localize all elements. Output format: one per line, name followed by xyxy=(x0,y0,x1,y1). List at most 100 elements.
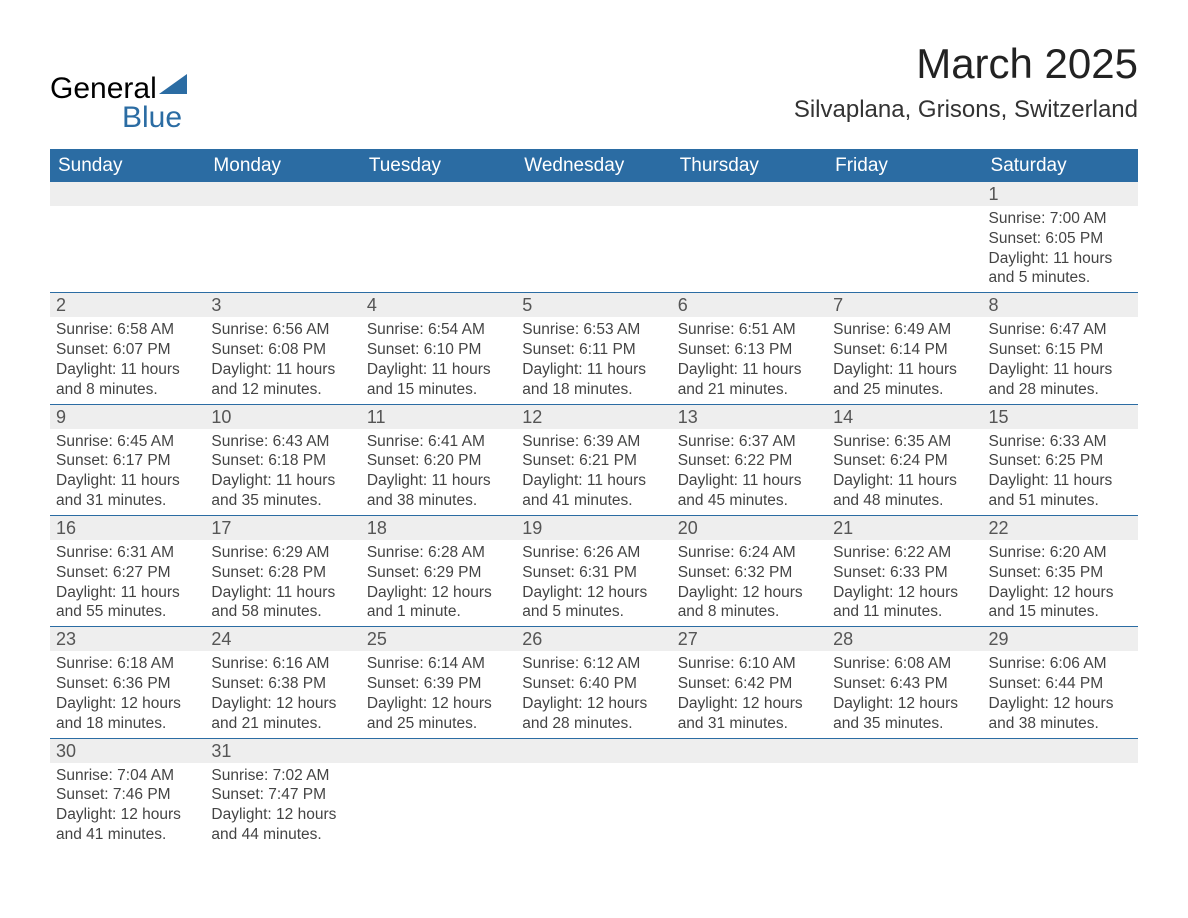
day-data-cell: Sunrise: 6:18 AMSunset: 6:36 PMDaylight:… xyxy=(50,651,205,738)
sunrise-text: Sunrise: 6:49 AM xyxy=(833,320,976,340)
day-number-cell: 16 xyxy=(50,515,205,540)
weekday-header: Wednesday xyxy=(516,149,671,182)
sunrise-text: Sunrise: 6:43 AM xyxy=(211,432,354,452)
sunset-text: Sunset: 6:31 PM xyxy=(522,563,665,583)
day-data-cell: Sunrise: 6:12 AMSunset: 6:40 PMDaylight:… xyxy=(516,651,671,738)
daylight-text: Daylight: 11 hours and 8 minutes. xyxy=(56,360,199,400)
daylight-text: Daylight: 11 hours and 31 minutes. xyxy=(56,471,199,511)
day-number-row: 3031 xyxy=(50,738,1138,763)
sunset-text: Sunset: 6:27 PM xyxy=(56,563,199,583)
month-title: March 2025 xyxy=(794,40,1138,88)
sunrise-text: Sunrise: 6:16 AM xyxy=(211,654,354,674)
day-number-row: 1 xyxy=(50,182,1138,206)
day-number-cell: 11 xyxy=(361,404,516,429)
sunrise-text: Sunrise: 6:58 AM xyxy=(56,320,199,340)
weekday-header: Friday xyxy=(827,149,982,182)
day-number-cell xyxy=(205,182,360,206)
sunrise-text: Sunrise: 7:00 AM xyxy=(989,209,1132,229)
sunset-text: Sunset: 6:20 PM xyxy=(367,451,510,471)
sunset-text: Sunset: 6:21 PM xyxy=(522,451,665,471)
day-number-cell: 7 xyxy=(827,293,982,318)
day-data-cell: Sunrise: 6:20 AMSunset: 6:35 PMDaylight:… xyxy=(983,540,1138,627)
day-number-cell: 4 xyxy=(361,293,516,318)
daylight-text: Daylight: 11 hours and 58 minutes. xyxy=(211,583,354,623)
day-data-cell: Sunrise: 6:47 AMSunset: 6:15 PMDaylight:… xyxy=(983,317,1138,404)
day-number-cell: 29 xyxy=(983,627,1138,652)
day-number-cell: 30 xyxy=(50,738,205,763)
daylight-text: Daylight: 11 hours and 5 minutes. xyxy=(989,249,1132,289)
day-data-cell: Sunrise: 6:22 AMSunset: 6:33 PMDaylight:… xyxy=(827,540,982,627)
sunrise-text: Sunrise: 6:35 AM xyxy=(833,432,976,452)
day-number-cell: 20 xyxy=(672,515,827,540)
day-number-cell: 14 xyxy=(827,404,982,429)
day-number-cell: 26 xyxy=(516,627,671,652)
sunrise-text: Sunrise: 6:10 AM xyxy=(678,654,821,674)
day-number-cell xyxy=(361,738,516,763)
sunset-text: Sunset: 6:40 PM xyxy=(522,674,665,694)
sunrise-text: Sunrise: 6:54 AM xyxy=(367,320,510,340)
day-data-cell: Sunrise: 6:37 AMSunset: 6:22 PMDaylight:… xyxy=(672,429,827,516)
day-number-cell: 28 xyxy=(827,627,982,652)
sunrise-text: Sunrise: 6:39 AM xyxy=(522,432,665,452)
day-data-cell: Sunrise: 6:31 AMSunset: 6:27 PMDaylight:… xyxy=(50,540,205,627)
day-data-cell: Sunrise: 6:39 AMSunset: 6:21 PMDaylight:… xyxy=(516,429,671,516)
day-data-cell: Sunrise: 6:58 AMSunset: 6:07 PMDaylight:… xyxy=(50,317,205,404)
daylight-text: Daylight: 12 hours and 18 minutes. xyxy=(56,694,199,734)
sunrise-text: Sunrise: 6:51 AM xyxy=(678,320,821,340)
daylight-text: Daylight: 12 hours and 28 minutes. xyxy=(522,694,665,734)
day-data-cell: Sunrise: 7:00 AMSunset: 6:05 PMDaylight:… xyxy=(983,206,1138,293)
day-number-row: 9101112131415 xyxy=(50,404,1138,429)
day-number-row: 23242526272829 xyxy=(50,627,1138,652)
day-data-cell: Sunrise: 6:51 AMSunset: 6:13 PMDaylight:… xyxy=(672,317,827,404)
day-number-cell: 5 xyxy=(516,293,671,318)
day-data-cell: Sunrise: 7:04 AMSunset: 7:46 PMDaylight:… xyxy=(50,763,205,849)
daylight-text: Daylight: 12 hours and 38 minutes. xyxy=(989,694,1132,734)
day-data-cell xyxy=(361,206,516,293)
day-data-cell: Sunrise: 6:41 AMSunset: 6:20 PMDaylight:… xyxy=(361,429,516,516)
logo: General Blue xyxy=(50,70,187,131)
weekday-header: Saturday xyxy=(983,149,1138,182)
sunset-text: Sunset: 6:13 PM xyxy=(678,340,821,360)
daylight-text: Daylight: 12 hours and 44 minutes. xyxy=(211,805,354,845)
daylight-text: Daylight: 11 hours and 41 minutes. xyxy=(522,471,665,511)
day-data-cell: Sunrise: 6:35 AMSunset: 6:24 PMDaylight:… xyxy=(827,429,982,516)
calendar-table: SundayMondayTuesdayWednesdayThursdayFrid… xyxy=(50,149,1138,849)
sunrise-text: Sunrise: 7:04 AM xyxy=(56,766,199,786)
day-data-cell xyxy=(516,763,671,849)
day-data-cell: Sunrise: 6:28 AMSunset: 6:29 PMDaylight:… xyxy=(361,540,516,627)
sunset-text: Sunset: 6:44 PM xyxy=(989,674,1132,694)
day-data-cell: Sunrise: 6:14 AMSunset: 6:39 PMDaylight:… xyxy=(361,651,516,738)
day-number-cell: 19 xyxy=(516,515,671,540)
sunrise-text: Sunrise: 6:24 AM xyxy=(678,543,821,563)
day-number-cell xyxy=(516,182,671,206)
daylight-text: Daylight: 11 hours and 55 minutes. xyxy=(56,583,199,623)
header: General Blue March 2025 Silvaplana, Gris… xyxy=(50,40,1138,131)
sunset-text: Sunset: 6:05 PM xyxy=(989,229,1132,249)
sunset-text: Sunset: 6:39 PM xyxy=(367,674,510,694)
daylight-text: Daylight: 11 hours and 48 minutes. xyxy=(833,471,976,511)
sunset-text: Sunset: 6:11 PM xyxy=(522,340,665,360)
daylight-text: Daylight: 12 hours and 15 minutes. xyxy=(989,583,1132,623)
day-number-cell: 6 xyxy=(672,293,827,318)
logo-top-row: General xyxy=(50,70,187,104)
day-number-row: 2345678 xyxy=(50,293,1138,318)
day-data-cell: Sunrise: 6:49 AMSunset: 6:14 PMDaylight:… xyxy=(827,317,982,404)
day-data-cell: Sunrise: 6:43 AMSunset: 6:18 PMDaylight:… xyxy=(205,429,360,516)
day-data-row: Sunrise: 6:45 AMSunset: 6:17 PMDaylight:… xyxy=(50,429,1138,516)
sunset-text: Sunset: 6:43 PM xyxy=(833,674,976,694)
day-data-cell: Sunrise: 6:24 AMSunset: 6:32 PMDaylight:… xyxy=(672,540,827,627)
day-number-row: 16171819202122 xyxy=(50,515,1138,540)
day-data-cell: Sunrise: 6:10 AMSunset: 6:42 PMDaylight:… xyxy=(672,651,827,738)
day-number-cell: 17 xyxy=(205,515,360,540)
day-data-cell: Sunrise: 6:16 AMSunset: 6:38 PMDaylight:… xyxy=(205,651,360,738)
day-data-cell: Sunrise: 6:45 AMSunset: 6:17 PMDaylight:… xyxy=(50,429,205,516)
day-data-cell xyxy=(516,206,671,293)
day-number-cell: 10 xyxy=(205,404,360,429)
sunrise-text: Sunrise: 6:08 AM xyxy=(833,654,976,674)
daylight-text: Daylight: 12 hours and 11 minutes. xyxy=(833,583,976,623)
sunrise-text: Sunrise: 6:26 AM xyxy=(522,543,665,563)
title-block: March 2025 Silvaplana, Grisons, Switzerl… xyxy=(794,40,1138,124)
sunrise-text: Sunrise: 6:31 AM xyxy=(56,543,199,563)
sunset-text: Sunset: 6:15 PM xyxy=(989,340,1132,360)
daylight-text: Daylight: 11 hours and 45 minutes. xyxy=(678,471,821,511)
